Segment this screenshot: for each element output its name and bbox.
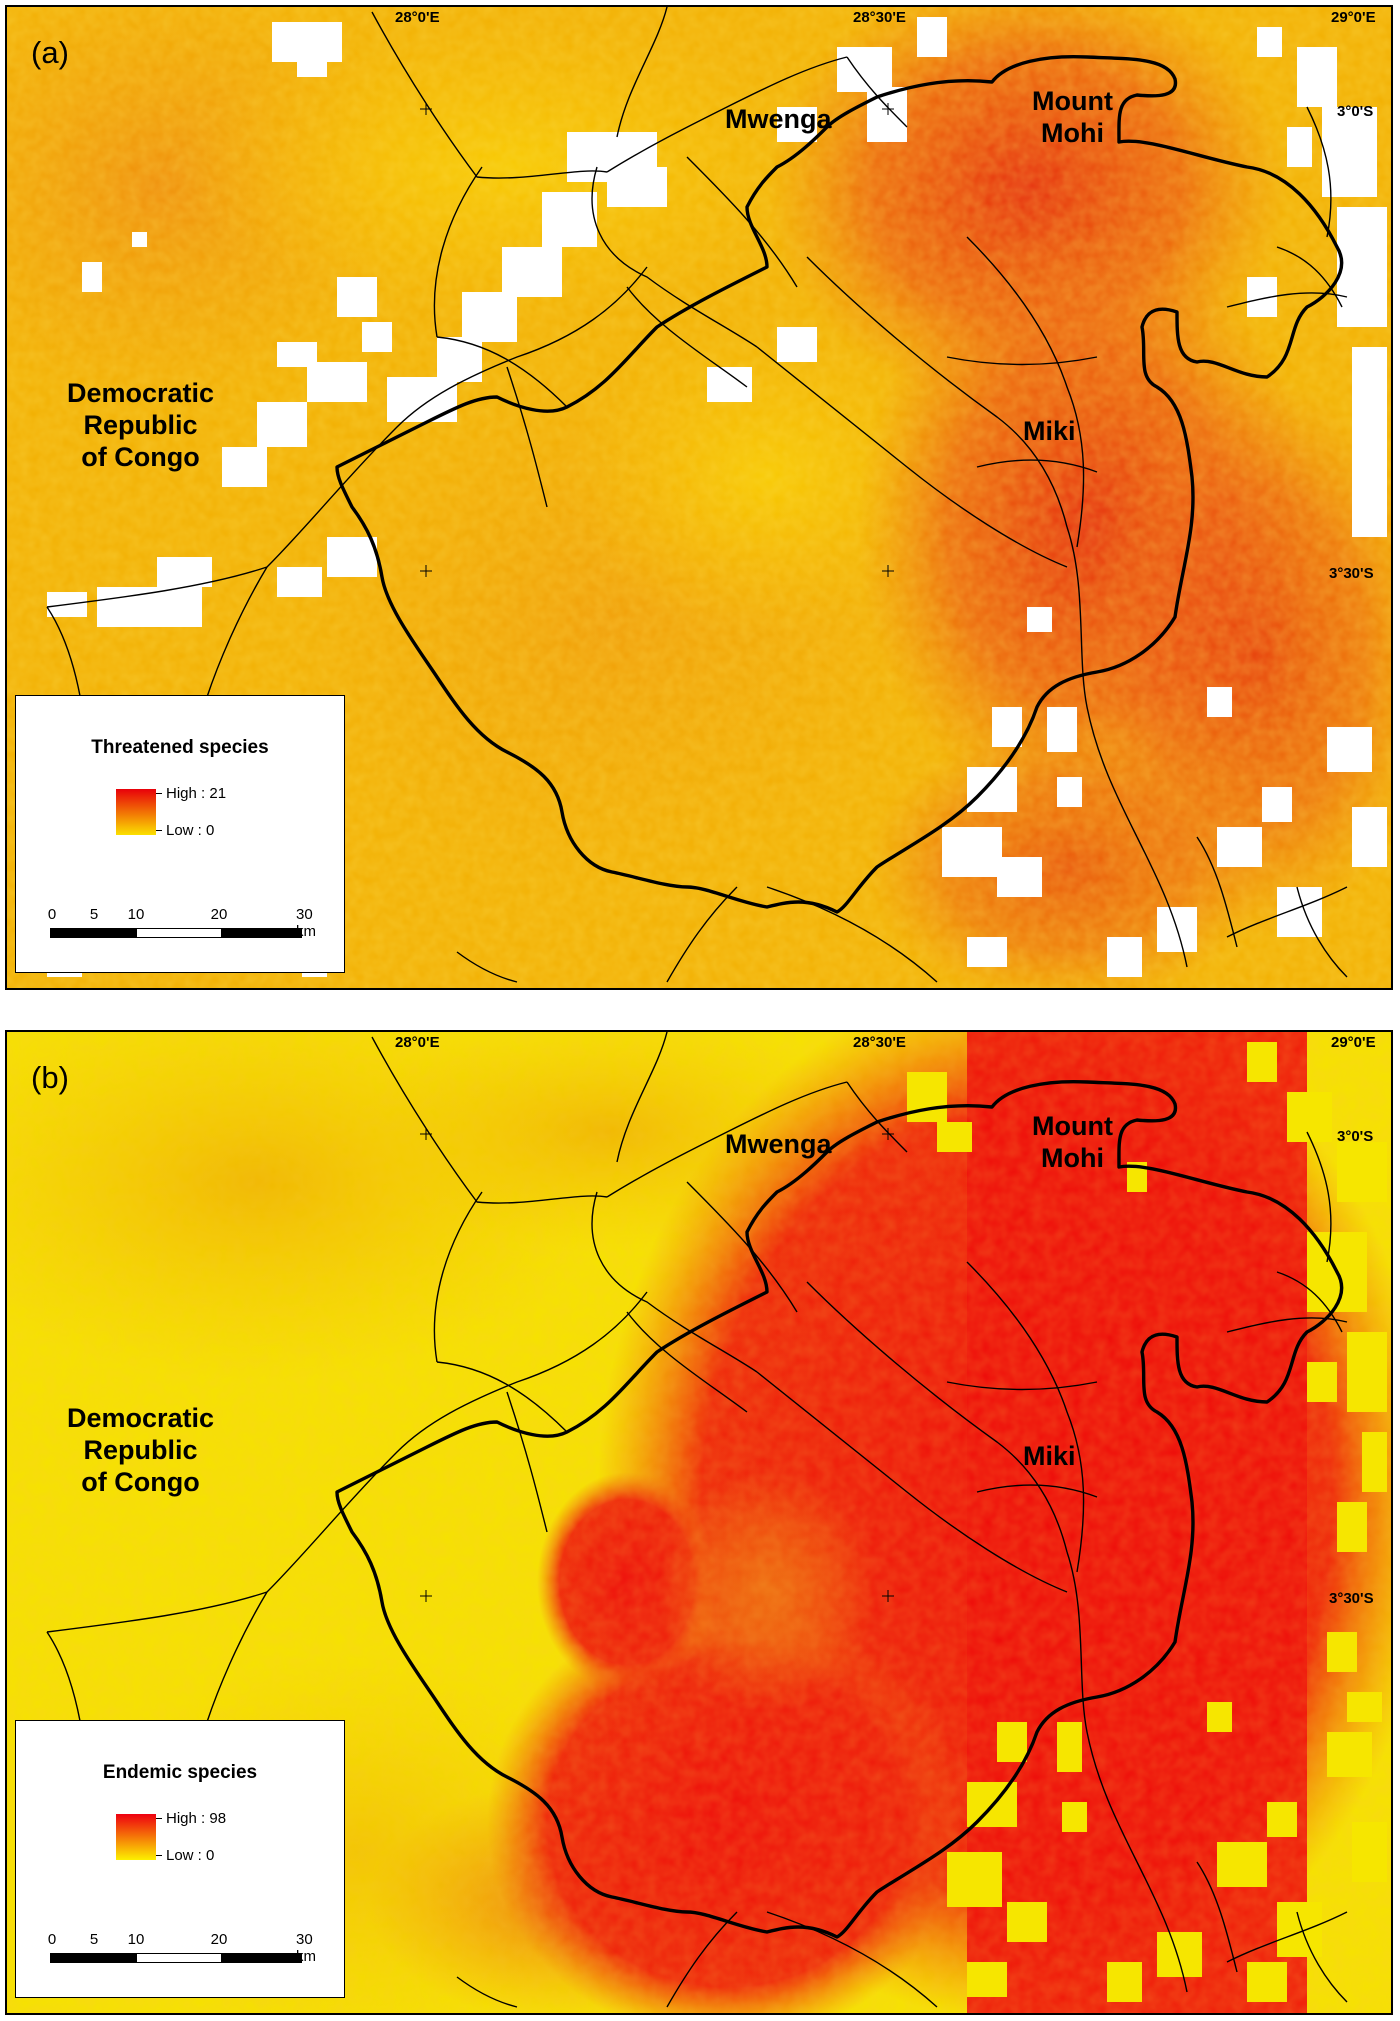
scale-tick-20: 20 <box>210 906 228 923</box>
scale-tick-10: 10 <box>127 906 145 923</box>
longitude-label-29-00: 29°0'E <box>1331 1034 1376 1051</box>
map-legend: Endemic species High : 98 Low : 0 0 5 10… <box>15 1720 345 1998</box>
scale-tick-10: 10 <box>127 1931 145 1948</box>
place-label-mount-mohi-line1: Mount <box>1032 1111 1113 1141</box>
latitude-label-3-30: 3°30'S <box>1329 565 1374 582</box>
graticule-crosses <box>420 103 894 577</box>
place-label-mount-mohi-line2: Mohi <box>1040 118 1104 148</box>
legend-high-label: High : 21 <box>166 785 227 802</box>
low-value-patches <box>907 1042 1387 2002</box>
place-label-miki: Miki <box>1023 1441 1076 1471</box>
scale-bar <box>50 928 302 938</box>
legend-low-label: Low : 0 <box>166 1847 215 1864</box>
place-label-mount-mohi: Mount Mohi <box>1032 1110 1113 1174</box>
latitude-label-3-30: 3°30'S <box>1329 1590 1374 1607</box>
longitude-label-29-00: 29°0'E <box>1331 9 1376 26</box>
no-data-patches <box>47 17 1387 977</box>
map-panel-endemic: (b) 28°0'E 28°30'E 29°0'E 3°0'S 3°30'S M… <box>5 1030 1393 2015</box>
scale-tick-20: 20 <box>210 1931 228 1948</box>
longitude-label-28-30: 28°30'E <box>853 1034 906 1051</box>
place-label-mwenga: Mwenga <box>725 104 832 134</box>
legend-color-ramp <box>116 789 156 835</box>
endemic-species-map <box>7 1032 1391 2013</box>
scale-tick-5: 5 <box>89 906 99 923</box>
place-label-drc: Democratic Republic of Congo <box>67 377 214 473</box>
latitude-label-3-00: 3°0'S <box>1337 1128 1374 1145</box>
place-label-drc-line2: Republic <box>83 410 198 440</box>
place-label-drc-line3: of Congo <box>81 1467 200 1497</box>
road-network <box>46 1032 1348 2008</box>
place-label-drc-line3: of Congo <box>81 442 200 472</box>
park-boundary <box>335 54 1344 914</box>
place-label-drc-line2: Republic <box>83 1435 198 1465</box>
longitude-label-28-30: 28°30'E <box>853 9 906 26</box>
legend-color-ramp <box>116 1814 156 1860</box>
latitude-label-3-00: 3°0'S <box>1337 103 1374 120</box>
scale-tick-5: 5 <box>89 1931 99 1948</box>
scale-tick-0: 0 <box>47 1931 57 1948</box>
place-label-mount-mohi-line2: Mohi <box>1040 1143 1104 1173</box>
place-label-drc-line1: Democratic <box>67 378 215 408</box>
place-label-miki: Miki <box>1023 416 1076 446</box>
legend-low-label: Low : 0 <box>166 822 215 839</box>
legend-high-label: High : 98 <box>166 1810 227 1827</box>
place-label-mount-mohi: Mount Mohi <box>1032 85 1113 149</box>
panel-label: (a) <box>31 35 69 70</box>
scale-tick-0: 0 <box>47 906 57 923</box>
threatened-species-map <box>7 7 1391 988</box>
park-boundary <box>335 1079 1344 1939</box>
place-label-drc: Democratic Republic of Congo <box>67 1402 214 1498</box>
graticule-crosses <box>420 1128 894 1602</box>
legend-title: Endemic species <box>102 1762 258 1783</box>
scale-bar <box>50 1953 302 1963</box>
place-label-mount-mohi-line1: Mount <box>1032 86 1113 116</box>
legend-title: Threatened species <box>91 737 269 758</box>
map-panel-threatened: (a) 28°0'E 28°30'E 29°0'E 3°0'S 3°30'S M… <box>5 5 1393 990</box>
place-label-mwenga: Mwenga <box>725 1129 832 1159</box>
place-label-drc-line1: Democratic <box>67 1403 215 1433</box>
map-legend: Threatened species High : 21 Low : 0 0 5… <box>15 695 345 973</box>
longitude-label-28-00: 28°0'E <box>395 9 440 26</box>
panel-label: (b) <box>31 1060 69 1095</box>
longitude-label-28-00: 28°0'E <box>395 1034 440 1051</box>
